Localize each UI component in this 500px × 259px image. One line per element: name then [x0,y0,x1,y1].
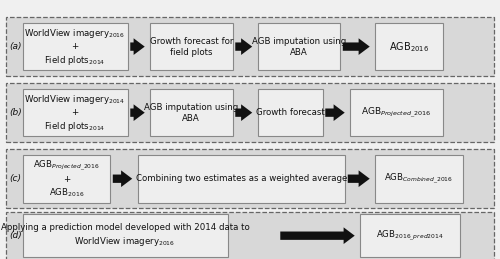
Bar [6,212,494,259]
Text: Growth forecast: Growth forecast [256,108,324,117]
Bar [22,155,110,203]
Bar [6,149,494,208]
Bar [360,214,460,257]
Bar [150,23,232,70]
Bar [22,214,228,257]
Text: WorldView imagery$_{2014}$
+
Field plots$_{2014}$: WorldView imagery$_{2014}$ + Field plots… [24,93,126,133]
Text: AGB$_{Combined\_2016}$: AGB$_{Combined\_2016}$ [384,171,454,186]
Bar [22,23,128,70]
Bar [150,89,232,136]
Bar [350,89,442,136]
Bar [375,155,462,203]
Text: (d): (d) [9,231,22,240]
Bar [22,89,128,136]
Bar [6,17,494,76]
Text: AGB$_{Projected\_2016}$: AGB$_{Projected\_2016}$ [362,105,431,120]
Text: WorldView imagery$_{2016}$
+
Field plots$_{2014}$: WorldView imagery$_{2016}$ + Field plots… [24,27,126,67]
Bar [138,155,345,203]
Text: (c): (c) [9,174,21,183]
Bar [258,89,322,136]
Text: (a): (a) [9,42,22,51]
Text: Combining two estimates as a weighted average: Combining two estimates as a weighted av… [136,174,347,183]
Bar [258,23,340,70]
Text: AGB imputation using
ABA: AGB imputation using ABA [144,103,238,123]
Text: (b): (b) [9,108,22,117]
Text: AGB$_{2016}$: AGB$_{2016}$ [389,40,428,54]
Bar [375,23,442,70]
Text: AGB$_{2016\_pred2014}$: AGB$_{2016\_pred2014}$ [376,228,444,243]
Bar [6,83,494,142]
Text: Applying a prediction model developed with 2014 data to
WorldView imagery$_{2016: Applying a prediction model developed wi… [0,223,250,248]
Text: AGB$_{Projected\_2016}$
+
AGB$_{2016}$: AGB$_{Projected\_2016}$ + AGB$_{2016}$ [33,158,100,199]
Text: Growth forecast for
field plots: Growth forecast for field plots [150,37,233,57]
Text: AGB imputation using
ABA: AGB imputation using ABA [252,37,346,57]
